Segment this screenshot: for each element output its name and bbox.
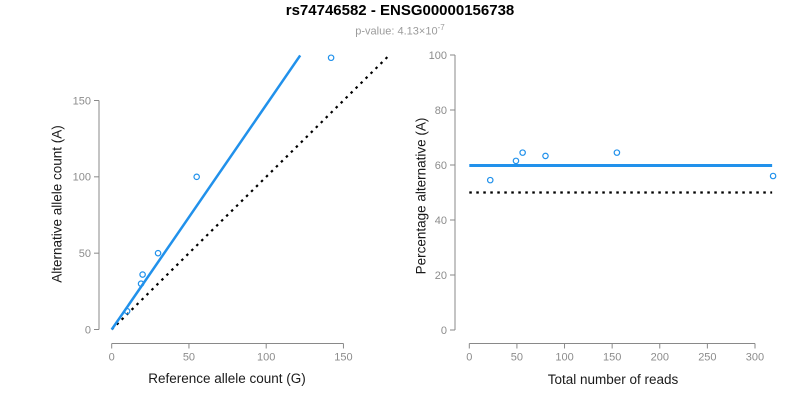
pvalue-exponent: -7 (437, 23, 445, 32)
left-x-axis-title: Reference allele count (G) (148, 371, 306, 386)
y-tick-label: 40 (435, 215, 447, 227)
multiply-sign: × (418, 25, 426, 38)
data-point (154, 249, 162, 257)
data-point (613, 149, 621, 156)
x-tick-label: 0 (109, 352, 115, 364)
identity-reference-line (110, 54, 390, 331)
y-tick-label: 0 (85, 324, 91, 336)
y-tick-label: 60 (435, 160, 447, 172)
data-point (193, 173, 200, 181)
fit-line (110, 54, 302, 331)
pvalue-mantissa: 4.13 (397, 25, 419, 38)
figure-subtitle: p-value: 4.13×10-7 (355, 23, 444, 38)
data-point (519, 149, 526, 156)
data-point (542, 152, 549, 160)
pvalue-label: p-value: (355, 25, 395, 38)
pvalue-base: 10 (425, 25, 438, 38)
right-y-axis-title: Percentage alternative (A) (413, 117, 429, 275)
data-point (769, 172, 777, 180)
y-tick-label: 150 (73, 95, 91, 107)
y-tick-label: 50 (79, 248, 91, 260)
data-point (486, 176, 494, 184)
x-tick-label: 100 (555, 352, 573, 364)
data-point (123, 307, 131, 315)
x-tick-label: 150 (603, 352, 621, 364)
x-tick-label: 150 (334, 352, 352, 364)
y-tick-label: 20 (435, 270, 447, 282)
left-y-axis-title: Alternative allele count (A) (49, 125, 65, 283)
y-tick-label: 80 (435, 105, 447, 117)
y-tick-label: 100 (429, 50, 447, 62)
data-point (512, 157, 520, 165)
x-tick-label: 100 (257, 352, 275, 364)
figure-title: rs74746582 - ENSG00000156738 (285, 2, 515, 19)
x-tick-label: 50 (183, 352, 195, 364)
y-tick-label: 0 (441, 325, 447, 337)
data-point (139, 271, 146, 278)
x-tick-label: 0 (466, 352, 472, 364)
x-tick-label: 250 (698, 352, 716, 364)
x-tick-label: 200 (651, 352, 669, 364)
x-tick-label: 50 (511, 352, 523, 364)
y-tick-label: 100 (73, 172, 91, 184)
x-tick-label: 300 (746, 352, 764, 364)
right-x-axis-title: Total number of reads (547, 372, 679, 387)
data-point (327, 54, 335, 62)
data-point (137, 280, 145, 287)
